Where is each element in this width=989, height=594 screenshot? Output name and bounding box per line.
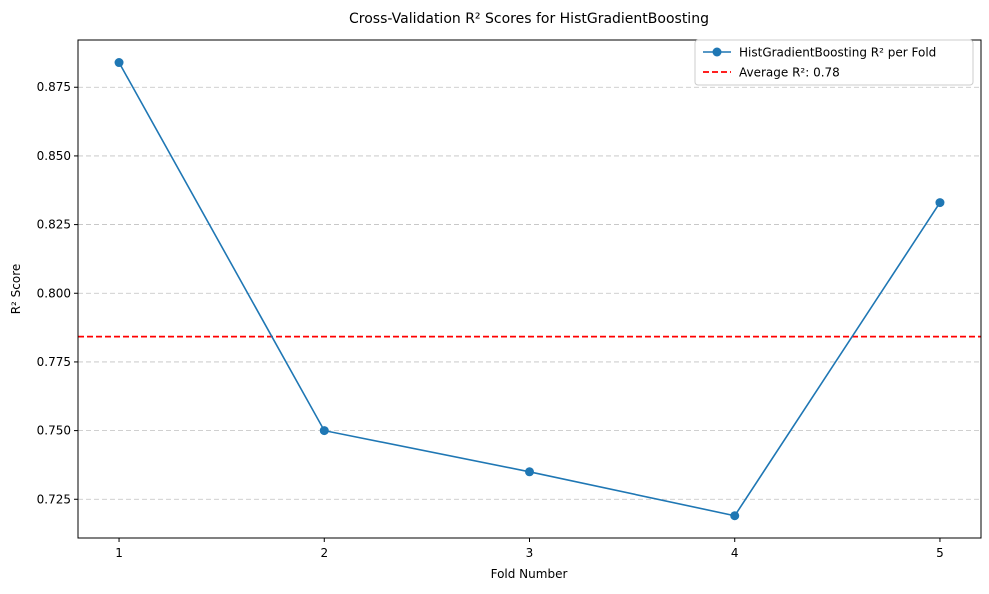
legend-box	[694, 39, 974, 86]
y-ticks: 0.725 0.750 0.775 0.800 0.825 0.850 0.875	[37, 80, 78, 506]
data-point	[525, 467, 534, 477]
y-tick-label: 0.775	[37, 355, 71, 369]
legend-series-label: HistGradientBoosting R² per Fold	[739, 46, 936, 60]
legend: HistGradientBoosting R² per Fold Average…	[694, 39, 974, 86]
y-tick-label: 0.850	[37, 149, 71, 163]
x-tick-label: 5	[936, 546, 944, 560]
x-axis-label: Fold Number	[491, 567, 568, 581]
y-tick-label: 0.875	[37, 80, 71, 94]
y-tick-label: 0.725	[37, 492, 71, 506]
data-point	[935, 198, 945, 208]
data-point	[730, 511, 740, 521]
y-tick-label: 0.825	[37, 218, 71, 232]
data-point	[319, 426, 329, 436]
x-tick-label: 3	[526, 546, 534, 560]
x-ticks: 1 2 3 4 5	[115, 538, 944, 560]
legend-average-label: Average R²: 0.78	[739, 66, 840, 80]
x-tick-label: 1	[115, 546, 123, 560]
y-tick-label: 0.750	[37, 424, 71, 438]
data-point	[114, 58, 124, 68]
series-layer	[114, 58, 945, 521]
grid-lines	[78, 86, 981, 500]
chart-title: Cross-Validation R² Scores for HistGradi…	[349, 11, 709, 27]
y-axis-label: R² Score	[9, 264, 23, 315]
x-tick-label: 4	[731, 546, 739, 560]
x-tick-label: 2	[320, 546, 328, 560]
legend-series-marker	[712, 47, 722, 57]
y-tick-label: 0.800	[37, 286, 71, 300]
